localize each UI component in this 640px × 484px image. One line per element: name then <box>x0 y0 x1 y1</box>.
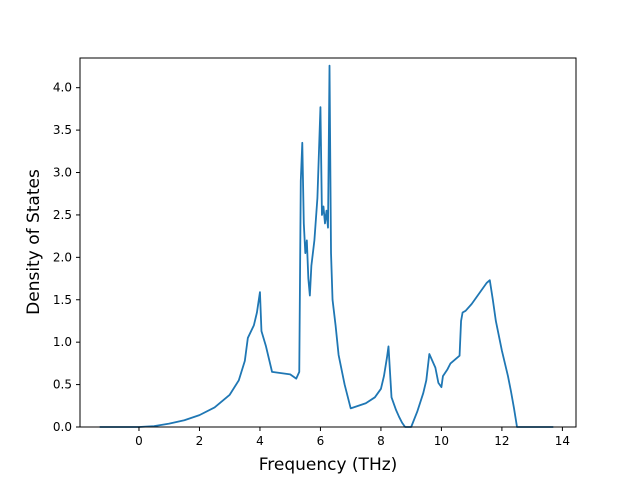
x-tick-label: 10 <box>434 434 449 448</box>
y-tick-label: 2.5 <box>53 208 72 222</box>
x-tick-label: 2 <box>196 434 204 448</box>
series-line-0 <box>99 64 554 428</box>
x-tick-label: 4 <box>256 434 264 448</box>
y-tick-label: 3.5 <box>53 123 72 137</box>
x-tick-label: 8 <box>377 434 385 448</box>
x-tick-label: 14 <box>555 434 570 448</box>
y-axis-ticks: 0.0 0.5 1.0 1.5 2.0 2.5 3.0 3.5 4.0 <box>53 81 80 434</box>
x-axis-label: Frequency (THz) <box>259 455 398 475</box>
x-tick-label: 0 <box>135 434 143 448</box>
x-axis-ticks: 0 2 4 6 8 10 12 14 <box>135 427 570 448</box>
y-tick-label: 2.0 <box>53 250 72 264</box>
x-tick-label: 6 <box>317 434 325 448</box>
x-tick-label: 12 <box>494 434 509 448</box>
y-tick-label: 4.0 <box>53 81 72 95</box>
y-axis-label: Density of States <box>24 169 44 315</box>
y-tick-label: 1.5 <box>53 293 72 307</box>
y-tick-label: 1.0 <box>53 335 72 349</box>
axes-frame <box>79 57 577 428</box>
y-tick-label: 0.0 <box>53 420 72 434</box>
y-tick-label: 0.5 <box>53 378 72 392</box>
plot-area <box>79 57 577 428</box>
y-tick-label: 3.0 <box>53 166 72 180</box>
